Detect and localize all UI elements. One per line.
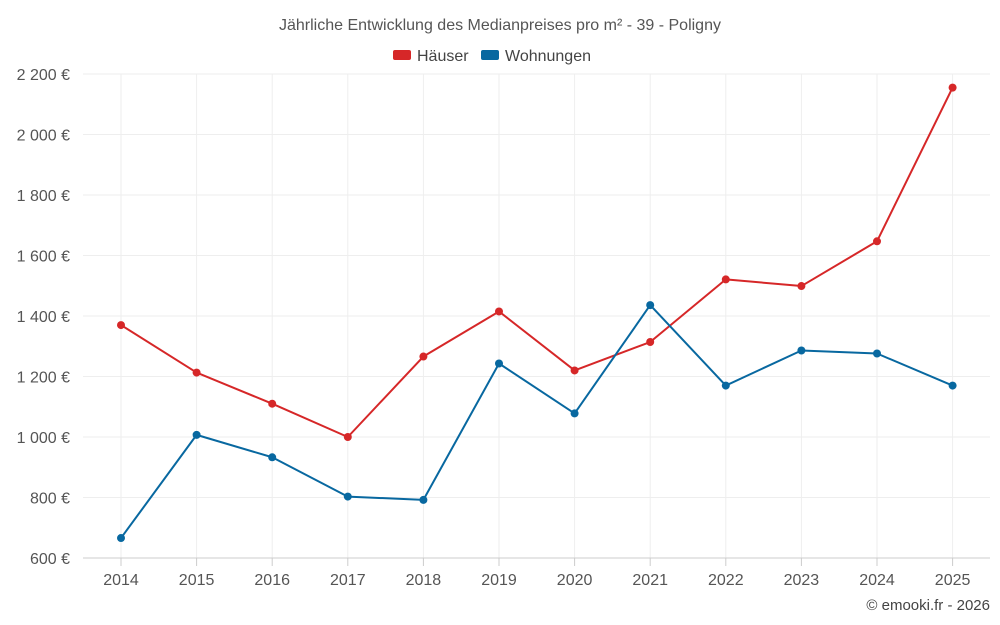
y-tick-label: 1 600 € [17,249,70,266]
legend-swatch [393,50,411,60]
y-tick-label: 1 800 € [17,188,70,205]
x-tick-label: 2019 [481,572,517,589]
x-tick-label: 2025 [935,572,971,589]
legend-label: Häuser [417,48,469,65]
x-tick-label: 2018 [406,572,442,589]
legend-item-haeuser[interactable]: Häuser [393,48,469,65]
y-tick-label: 1 200 € [17,370,70,387]
data-point-wohnungen[interactable] [570,409,579,418]
series-line-h-user [120,87,954,438]
y-tick-label: 2 000 € [17,128,70,145]
data-point-wohnungen[interactable] [192,430,201,439]
data-point-wohnungen[interactable] [117,534,125,543]
y-tick-label: 2 200 € [17,67,70,84]
data-point-wohnungen[interactable] [873,349,881,358]
x-tick-label: 2022 [708,572,744,589]
y-tick-label: 600 € [30,551,70,568]
data-point-h-user[interactable] [268,399,277,408]
data-point-h-user[interactable] [570,366,579,375]
data-point-h-user[interactable] [873,237,881,246]
data-point-wohnungen[interactable] [797,346,806,355]
data-point-h-user[interactable] [646,338,655,347]
x-tick-label: 2023 [784,572,820,589]
data-point-h-user[interactable] [948,83,957,92]
x-tick-label: 2017 [330,572,366,589]
x-tick-label: 2014 [103,572,139,589]
legend[interactable]: Häuser Wohnungen [393,48,591,65]
data-point-h-user[interactable] [721,275,730,284]
x-tick-label: 2015 [179,572,215,589]
series-line-wohnungen [120,304,953,539]
series-group [117,83,957,543]
x-tick-label: 2016 [254,572,290,589]
chart-title: Jährliche Entwicklung des Medianpreises … [279,17,721,34]
data-point-wohnungen[interactable] [343,492,352,501]
grid-lines [83,73,990,559]
y-tick-label: 800 € [30,491,70,508]
data-point-h-user[interactable] [343,433,352,441]
data-point-h-user[interactable] [419,352,428,361]
credit-text: © emooki.fr - 2026 [866,597,990,614]
y-tick-label: 1 400 € [17,309,70,326]
data-point-h-user[interactable] [797,282,806,291]
legend-item-wohnungen[interactable]: Wohnungen [481,48,591,65]
axes: 600 € 800 € 1 000 € 1 200 € 1 400 € 1 600 € 1 … [17,67,990,589]
legend-swatch [481,50,499,60]
data-point-wohnungen[interactable] [495,359,503,368]
y-tick-label: 1 000 € [17,430,70,447]
data-point-h-user[interactable] [192,368,201,377]
x-tick-label: 2024 [859,572,895,589]
data-point-wohnungen[interactable] [646,301,655,310]
data-point-wohnungen[interactable] [268,453,277,462]
data-point-wohnungen[interactable] [948,381,957,390]
x-tick-label: 2020 [557,572,593,589]
data-point-wohnungen[interactable] [419,495,428,504]
legend-label: Wohnungen [505,48,591,65]
x-tick-label: 2021 [632,572,668,589]
data-point-h-user[interactable] [117,321,125,330]
data-point-wohnungen[interactable] [721,381,730,390]
data-point-h-user[interactable] [495,307,503,316]
